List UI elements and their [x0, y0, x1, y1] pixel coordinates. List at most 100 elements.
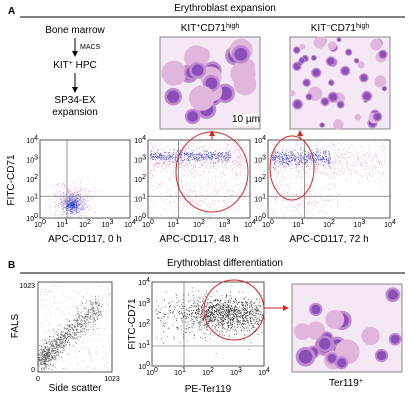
- tick-label: 102: [26, 174, 38, 185]
- nucleus: [205, 77, 218, 90]
- tick-label: 1023: [19, 283, 35, 290]
- text-part: CD71: [200, 23, 226, 34]
- cell-dots: [150, 148, 231, 164]
- nucleus: [299, 57, 305, 63]
- tick-label: 104: [244, 219, 256, 230]
- superscript: 0: [150, 219, 154, 226]
- text-part: 10: [26, 197, 34, 204]
- superscript: 1: [64, 219, 68, 226]
- superscript: 4: [266, 367, 270, 374]
- nucleus: [379, 51, 387, 58]
- text-part: 10: [219, 222, 227, 229]
- panel-title: Erythroblast differentiation: [167, 258, 283, 269]
- superscript: 2: [210, 367, 214, 374]
- superscript: 2: [331, 219, 335, 226]
- superscript: +: [69, 60, 73, 67]
- tick-label: 0: [36, 376, 40, 383]
- tick-label: 101: [26, 193, 38, 204]
- text-part: 10: [258, 370, 266, 377]
- nucleus: [341, 67, 349, 75]
- superscript: 0: [146, 361, 150, 368]
- text-part: HPC: [73, 60, 97, 71]
- text-part: 10: [146, 370, 154, 377]
- cell-dots: [159, 290, 265, 339]
- text-part: 10: [354, 222, 362, 229]
- text-part: 10: [138, 280, 146, 287]
- nucleus: [354, 58, 359, 63]
- text-part: Ter119: [329, 378, 359, 389]
- tick-label: 102: [323, 219, 335, 230]
- cell-dots: [268, 183, 351, 217]
- nucleus: [294, 47, 300, 53]
- text-part: KIT: [53, 60, 69, 71]
- tick-label: 103: [354, 219, 366, 230]
- tick-label: 0: [31, 367, 35, 374]
- nucleus: [311, 304, 321, 315]
- superscript: high: [356, 23, 369, 30]
- superscript: +: [196, 23, 200, 30]
- nucleus: [321, 98, 329, 105]
- tick-label: 100: [254, 213, 266, 224]
- image-label: Ter119+: [329, 378, 363, 390]
- text-part: 10: [134, 216, 142, 223]
- cell: [318, 36, 328, 46]
- superscript: 3: [146, 298, 150, 305]
- tick-label: 101: [134, 193, 146, 204]
- superscript: 0: [270, 219, 274, 226]
- nucleus: [329, 93, 337, 101]
- cell: [354, 114, 362, 121]
- text-part: 10: [26, 177, 34, 184]
- flow-step: KIT+ HPC: [53, 60, 97, 72]
- text-part: 10: [168, 222, 176, 229]
- nucleus: [234, 47, 248, 61]
- text-part: 10: [134, 177, 142, 184]
- text-part: 10: [202, 370, 210, 377]
- superscript: 4: [132, 219, 136, 226]
- tick-label: 1023: [104, 376, 120, 383]
- plot-frame: [267, 139, 391, 219]
- text-part: 10: [254, 177, 262, 184]
- nucleus: [191, 64, 204, 77]
- text-part: 10: [262, 222, 270, 229]
- cell: [374, 75, 387, 88]
- image-label: KIT+CD71high: [181, 23, 240, 35]
- text-part: 10: [79, 222, 87, 229]
- tick-label: 100: [138, 361, 150, 372]
- text-part: 10: [174, 370, 182, 377]
- cell-dots: [272, 147, 331, 170]
- tick-label: 102: [134, 174, 146, 185]
- flow-step: expansion: [52, 107, 98, 118]
- tick-label: 100: [26, 213, 38, 224]
- superscript: 4: [262, 135, 266, 142]
- axis-label: Side scatter: [49, 383, 102, 394]
- text-part: 10: [254, 158, 262, 165]
- panel-letter: B: [8, 260, 15, 271]
- nucleus: [298, 349, 313, 364]
- text-part: 10: [102, 222, 110, 229]
- nucleus: [167, 90, 180, 103]
- superscript: −: [326, 23, 330, 30]
- superscript: 2: [142, 174, 146, 181]
- cell: [333, 119, 344, 130]
- flow-step: Bone marrow: [45, 25, 105, 36]
- tick-label: 104: [124, 219, 136, 230]
- axis-label: FALS: [10, 313, 21, 338]
- superscript: 1: [34, 193, 38, 200]
- cell: [306, 321, 326, 340]
- text-part: 10: [138, 322, 146, 329]
- superscript: 4: [142, 135, 146, 142]
- tick-label: 100: [134, 213, 146, 224]
- axis-label: PE-Ter119: [185, 384, 232, 395]
- nucleus: [329, 80, 334, 85]
- cell: [357, 61, 365, 69]
- superscript: 4: [34, 135, 38, 142]
- tick-label: 102: [202, 367, 214, 378]
- axis-label: APC-CD117, 72 h: [289, 234, 368, 245]
- nucleus: [320, 123, 325, 127]
- tick-label: 103: [138, 298, 150, 309]
- superscript: 0: [42, 219, 46, 226]
- panel-title: Erythroblast expansion: [174, 3, 276, 14]
- nucleus: [387, 289, 399, 300]
- nucleus: [390, 334, 400, 344]
